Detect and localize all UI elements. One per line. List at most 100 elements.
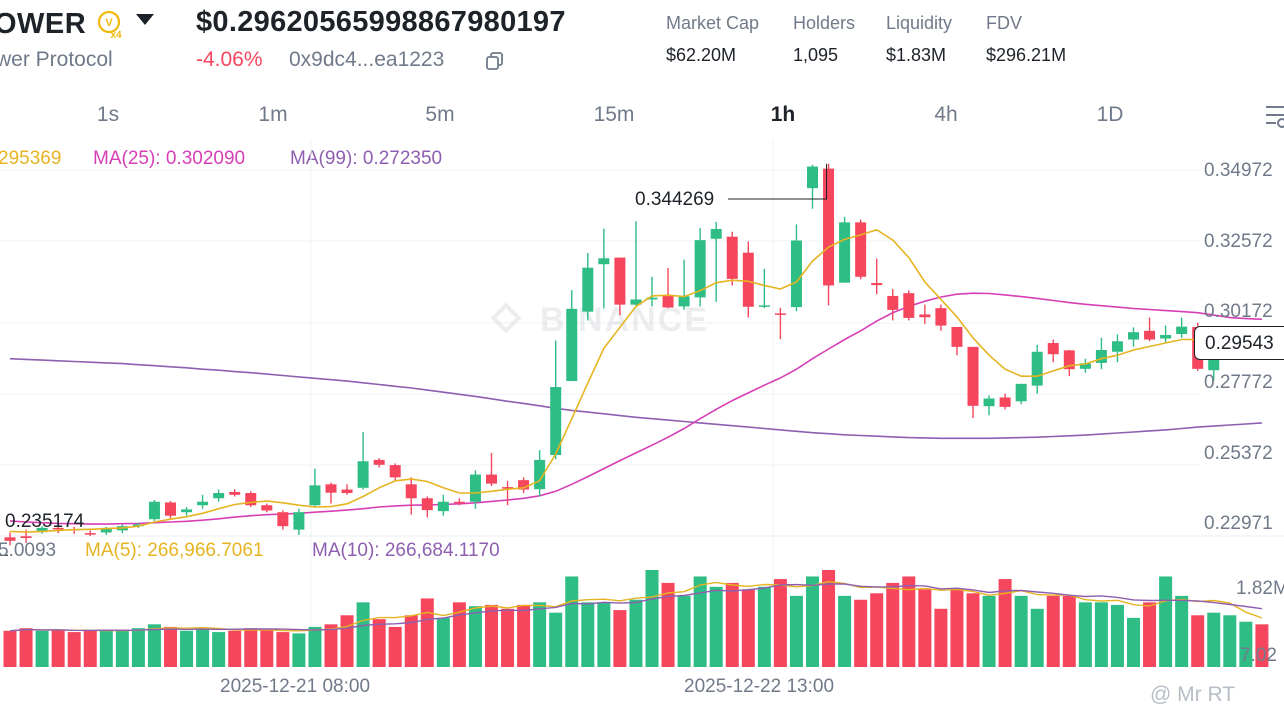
stat-value-liquidity: $1.83M bbox=[886, 45, 947, 65]
volume-ma10-path bbox=[9, 583, 1262, 632]
interval-tabs: 1s 1m 5m 15m 1h 4h 1D bbox=[0, 96, 1284, 136]
volume-bar-68 bbox=[1094, 602, 1108, 667]
candle-body-32 bbox=[518, 480, 530, 490]
candle-body-6 bbox=[100, 527, 112, 533]
volume-bar-29 bbox=[468, 606, 482, 667]
stat-value-market-cap: $62.20M bbox=[666, 45, 737, 65]
tab-1h[interactable]: 1h bbox=[770, 103, 796, 126]
volume-bar-52 bbox=[838, 595, 852, 667]
volume-bar-30 bbox=[485, 604, 498, 667]
candle-body-20 bbox=[325, 484, 337, 493]
candle-body-5 bbox=[84, 533, 96, 535]
x-tick-1: 2025-12-22 13:00 bbox=[684, 676, 835, 697]
tab-1s[interactable]: 1s bbox=[96, 103, 120, 126]
volume-bar-56 bbox=[902, 576, 916, 667]
stat-label-market-cap: Market Cap bbox=[666, 13, 760, 33]
volume-bar-32 bbox=[517, 604, 531, 667]
stat-label-fdv: FDV bbox=[986, 13, 1022, 33]
candle-body-65 bbox=[1047, 343, 1059, 355]
candle-body-51 bbox=[823, 168, 835, 286]
volume-bar-45 bbox=[725, 582, 739, 667]
candle-body-50 bbox=[807, 166, 818, 189]
candle-body-52 bbox=[839, 222, 851, 283]
candle-body-48 bbox=[774, 313, 786, 315]
candle-body-73 bbox=[1176, 326, 1188, 334]
volume-bar-53 bbox=[854, 599, 868, 667]
badge-letter: V bbox=[105, 17, 113, 29]
volume-bar-36 bbox=[581, 602, 595, 667]
high-price-leader bbox=[728, 163, 828, 200]
volume-bar-23 bbox=[372, 619, 386, 667]
volume-bar-38 bbox=[613, 610, 627, 667]
volume-bars bbox=[3, 570, 1269, 667]
volume-bar-21 bbox=[340, 615, 354, 667]
tab-4h[interactable]: 4h bbox=[934, 103, 958, 126]
y-tick-2: 0.30172 bbox=[1204, 301, 1273, 322]
ma99-path bbox=[9, 357, 1262, 440]
volume-bar-49 bbox=[789, 595, 803, 667]
copy-icon[interactable] bbox=[484, 50, 506, 72]
volume-ma10-label: MA(10): 266,684.1170 bbox=[312, 540, 500, 561]
low-price-label: 0.235174 bbox=[5, 511, 85, 532]
volume-bar-3 bbox=[51, 629, 65, 667]
candle-body-23 bbox=[373, 459, 385, 465]
stat-value-holders: 1,095 bbox=[793, 45, 839, 65]
current-price-tag: 0.29543 bbox=[1194, 326, 1284, 360]
candle-body-9 bbox=[148, 501, 160, 520]
y-tick-3: 0.27772 bbox=[1204, 372, 1273, 393]
candle-body-37 bbox=[598, 258, 610, 265]
candle-body-10 bbox=[165, 502, 176, 516]
y-tick-4: 0.25372 bbox=[1204, 443, 1273, 464]
volume-bar-44 bbox=[709, 586, 723, 667]
volume-bar-11 bbox=[180, 630, 194, 667]
candle-body-68 bbox=[1095, 350, 1107, 363]
y-tick-5: 0.22971 bbox=[1204, 513, 1273, 534]
volume-bar-57 bbox=[918, 589, 932, 667]
volume-bar-43 bbox=[693, 576, 707, 667]
volume-bar-24 bbox=[388, 626, 402, 667]
volume-bar-59 bbox=[950, 589, 964, 667]
chevron-down-icon[interactable] bbox=[136, 14, 154, 25]
volume-bar-18 bbox=[292, 633, 306, 667]
token-name: wer Protocol bbox=[0, 48, 113, 71]
candle-body-41 bbox=[662, 294, 674, 308]
candle-body-75 bbox=[1208, 359, 1220, 371]
candle-body-56 bbox=[903, 293, 915, 318]
volume-bar-35 bbox=[565, 576, 579, 667]
candle-body-72 bbox=[1160, 335, 1172, 339]
volume-bar-48 bbox=[773, 579, 787, 667]
ma25-line bbox=[9, 292, 1262, 525]
token-price: $0.29620565998867980197 bbox=[196, 6, 566, 38]
volume-bar-72 bbox=[1159, 576, 1173, 667]
volume-bar-76 bbox=[1223, 615, 1237, 667]
ma25-path bbox=[9, 292, 1262, 525]
candle-body-33 bbox=[534, 459, 546, 490]
tab-5m[interactable]: 5m bbox=[425, 103, 455, 126]
volume-bar-7 bbox=[115, 630, 129, 667]
ma7-line bbox=[9, 228, 1262, 533]
volume-bar-2 bbox=[35, 630, 49, 667]
candle-body-22 bbox=[357, 461, 369, 488]
tab-1m[interactable]: 1m bbox=[258, 103, 288, 126]
tab-15m[interactable]: 15m bbox=[593, 103, 635, 126]
candle-body-49 bbox=[790, 240, 802, 308]
volume-bar-15 bbox=[244, 628, 258, 667]
candle-body-66 bbox=[1063, 350, 1075, 370]
candle-body-43 bbox=[694, 240, 706, 298]
settings-icon[interactable] bbox=[1264, 102, 1284, 128]
candle-body-47 bbox=[758, 305, 770, 307]
volume-bar-66 bbox=[1062, 595, 1076, 667]
verified-badge-icon: V x4 bbox=[97, 10, 122, 40]
candle-body-30 bbox=[486, 474, 497, 484]
tab-1d[interactable]: 1D bbox=[1096, 103, 1124, 126]
candle-body-57 bbox=[919, 314, 931, 318]
volume-bar-26 bbox=[420, 598, 434, 667]
ma7-label: 295369 bbox=[0, 148, 62, 169]
candle-body-40 bbox=[646, 297, 658, 300]
candle-body-16 bbox=[261, 505, 273, 511]
volume-bar-4 bbox=[67, 632, 81, 667]
volume-bar-1 bbox=[19, 628, 33, 667]
candle-body-11 bbox=[181, 509, 193, 513]
chart-grid bbox=[0, 140, 1284, 670]
